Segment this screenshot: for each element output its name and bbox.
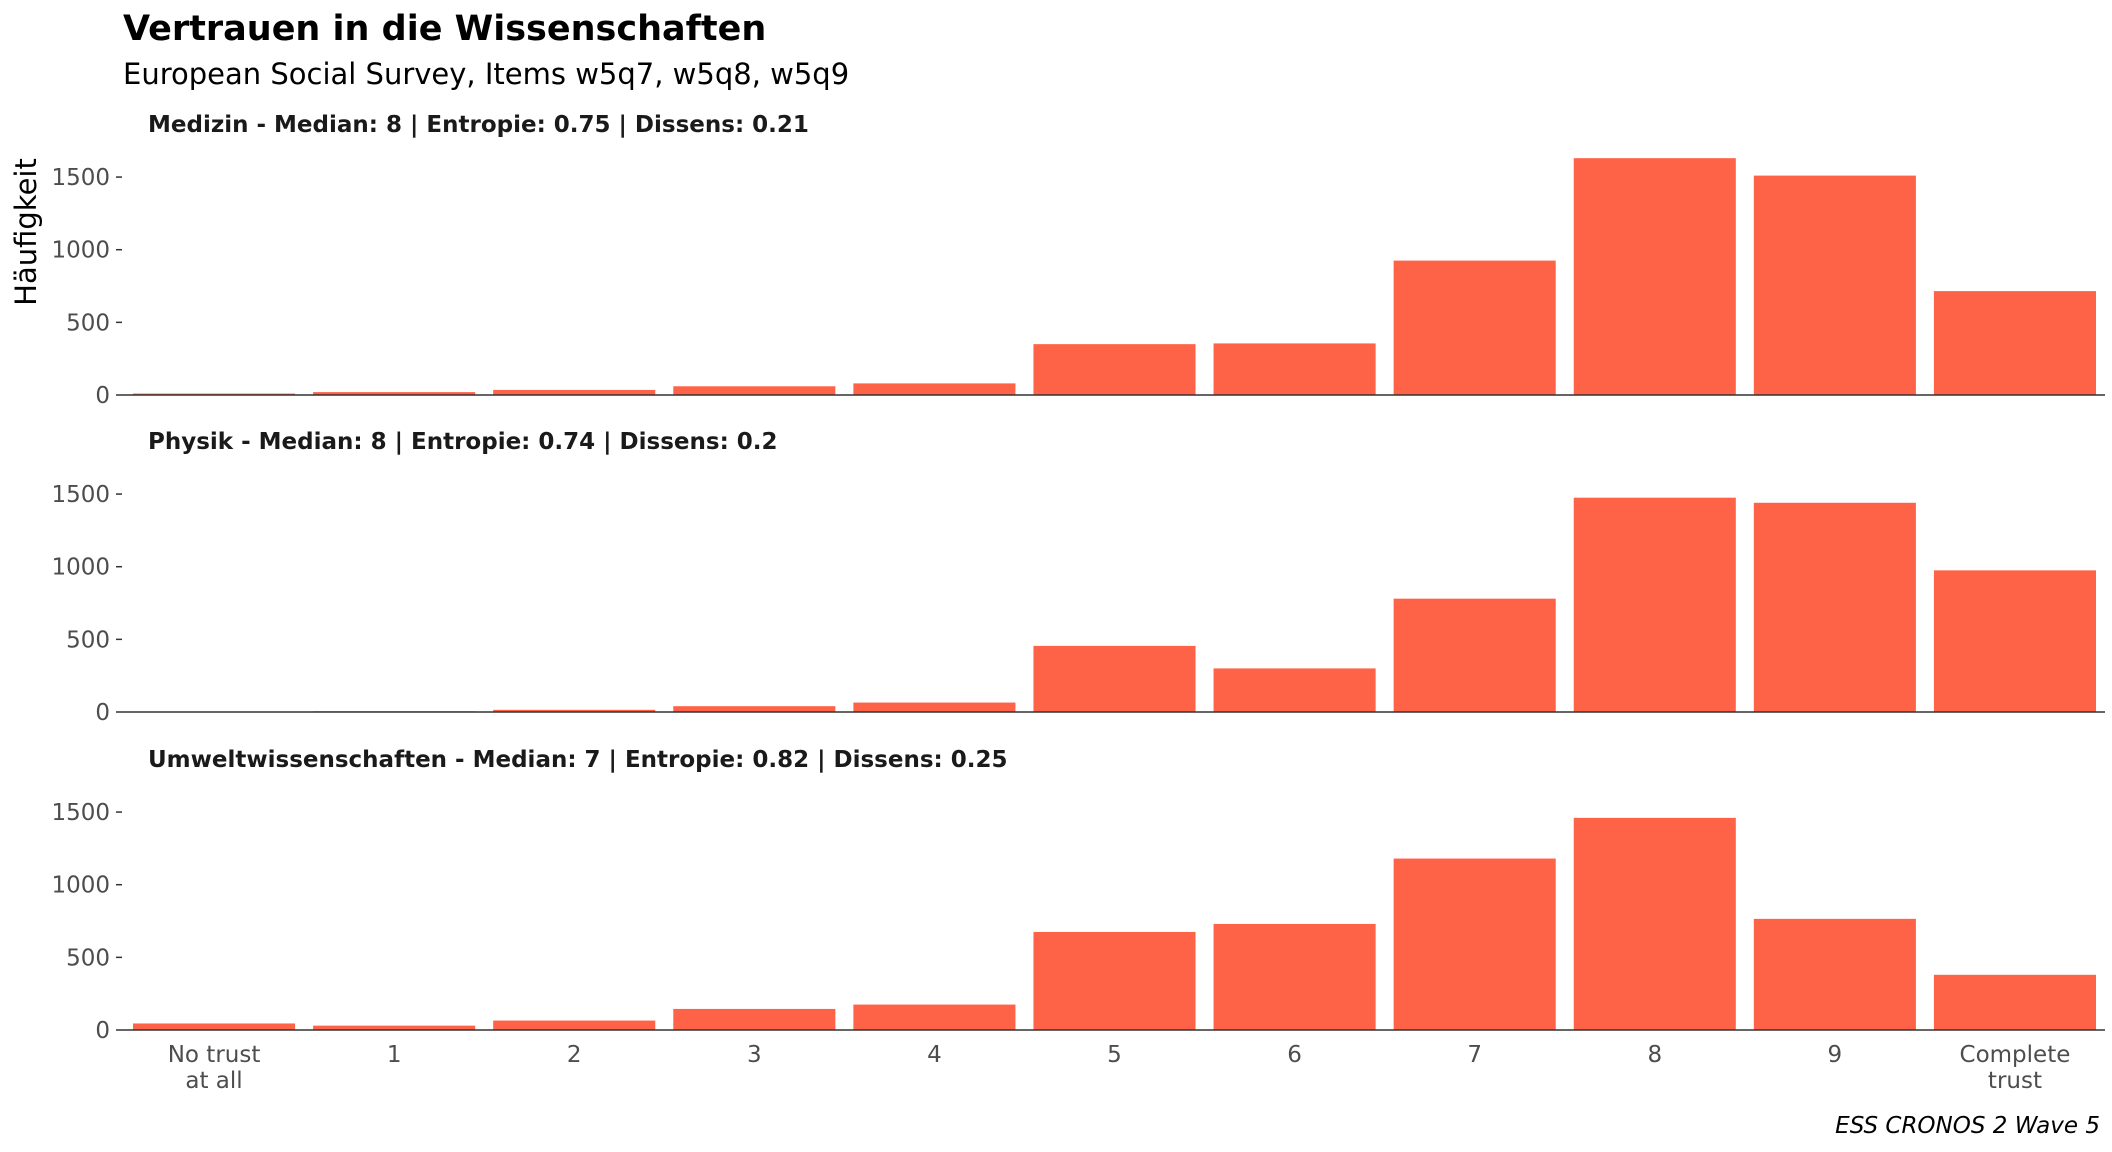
plot-area: Medizin - Median: 8 | Entropie: 0.75 | D… — [51, 112, 2105, 1094]
y-tick-label: 1500 — [51, 165, 110, 191]
bar — [853, 383, 1016, 395]
facet-label: Physik - Median: 8 | Entropie: 0.74 | Di… — [148, 429, 778, 455]
facet-panel: Umweltwissenschaften - Median: 7 | Entro… — [51, 747, 2105, 1044]
x-tick-label: 3 — [747, 1042, 762, 1068]
y-tick-label: 0 — [95, 700, 110, 726]
x-tick-label: 1 — [387, 1042, 402, 1068]
x-tick-label: 2 — [567, 1042, 582, 1068]
x-tick-label: 8 — [1647, 1042, 1662, 1068]
bar — [1213, 923, 1376, 1030]
x-tick-label: 5 — [1107, 1042, 1122, 1068]
bar — [1573, 158, 1736, 395]
x-tick-label: 6 — [1287, 1042, 1302, 1068]
y-tick-label: 1000 — [51, 555, 110, 581]
bar — [1933, 974, 2096, 1030]
bar — [1753, 175, 1916, 395]
x-tick-label: Complete trust — [1960, 1042, 2071, 1094]
facet-label: Umweltwissenschaften - Median: 7 | Entro… — [148, 747, 1007, 773]
bar — [1933, 291, 2096, 395]
y-tick-label: 0 — [95, 1018, 110, 1044]
bar — [1393, 858, 1556, 1030]
bar — [1753, 502, 1916, 712]
bar — [673, 1008, 836, 1030]
y-tick-label: 0 — [95, 383, 110, 409]
bar — [313, 392, 476, 395]
bar — [1393, 598, 1556, 712]
x-tick-label: 4 — [927, 1042, 942, 1068]
bar — [673, 386, 836, 395]
facet-panel: Medizin - Median: 8 | Entropie: 0.75 | D… — [51, 112, 2105, 409]
bar — [1033, 931, 1196, 1030]
x-tick-label: No trust at all — [168, 1042, 261, 1094]
x-tick-label: 9 — [1828, 1042, 1843, 1068]
y-tick-label: 500 — [66, 945, 110, 971]
y-tick-label: 1000 — [51, 238, 110, 264]
y-tick-label: 500 — [66, 310, 110, 336]
y-tick-label: 1000 — [51, 873, 110, 899]
bar — [673, 706, 836, 712]
bar — [1933, 570, 2096, 712]
bar — [1033, 645, 1196, 712]
chart-title: Vertrauen in die Wissenschaften — [123, 9, 766, 49]
bar — [1213, 668, 1376, 712]
y-tick-label: 500 — [66, 627, 110, 653]
bar — [853, 1004, 1016, 1030]
bar — [1573, 497, 1736, 712]
bar — [493, 1020, 656, 1030]
y-axis-label: Häufigkeit — [9, 158, 43, 306]
x-tick-label: 7 — [1467, 1042, 1482, 1068]
bar — [493, 709, 656, 712]
bar — [313, 1025, 476, 1030]
bar — [1753, 918, 1916, 1030]
bar — [853, 702, 1016, 712]
y-tick-label: 1500 — [51, 800, 110, 826]
facet-label: Medizin - Median: 8 | Entropie: 0.75 | D… — [148, 112, 809, 138]
bar — [133, 1023, 296, 1030]
bar — [1393, 260, 1556, 395]
chart-subtitle: European Social Survey, Items w5q7, w5q8… — [123, 57, 849, 91]
bar — [1213, 343, 1376, 395]
chart-caption: ESS CRONOS 2 Wave 5 — [1835, 1113, 2100, 1139]
bar — [1033, 344, 1196, 395]
bar — [493, 389, 656, 395]
bar — [1573, 817, 1736, 1030]
facet-panel: Physik - Median: 8 | Entropie: 0.74 | Di… — [51, 429, 2105, 726]
y-tick-label: 1500 — [51, 482, 110, 508]
